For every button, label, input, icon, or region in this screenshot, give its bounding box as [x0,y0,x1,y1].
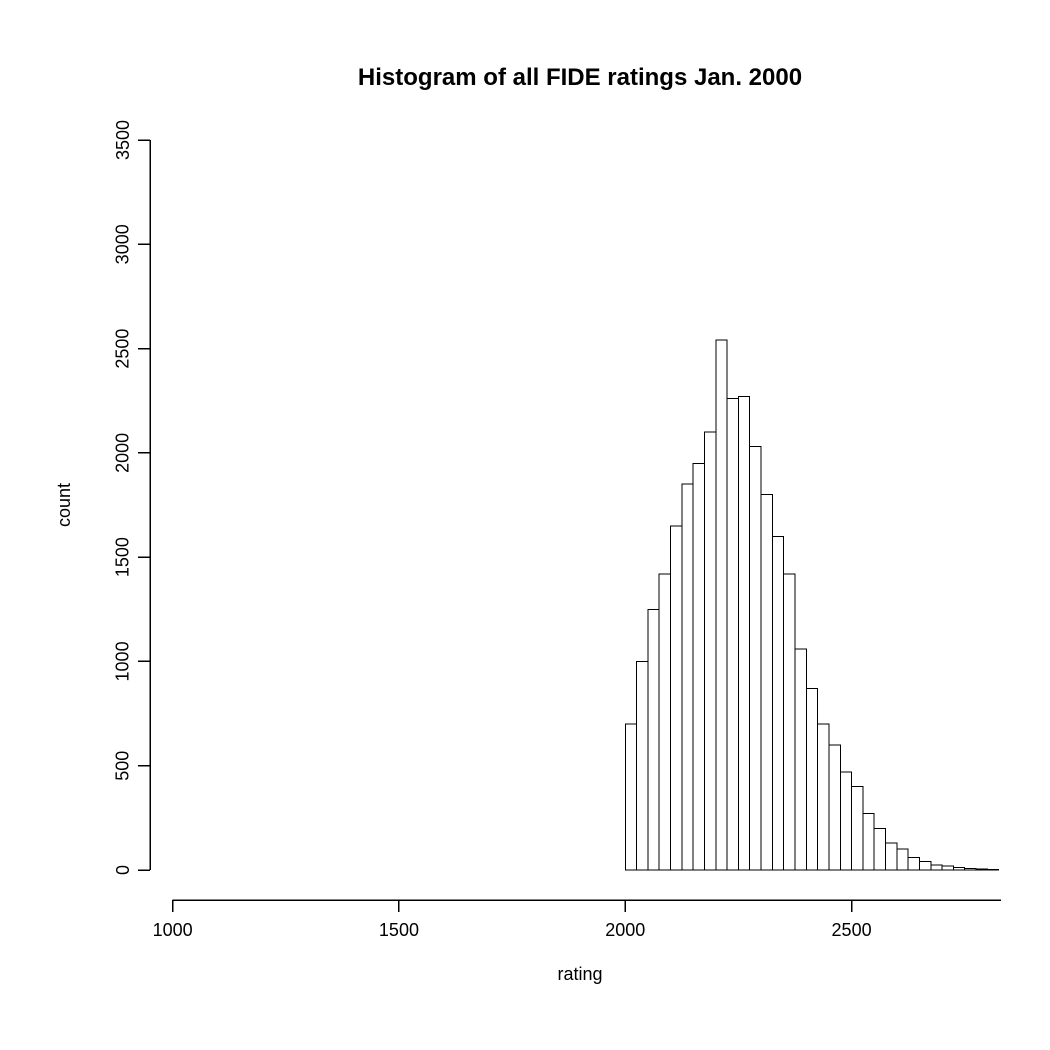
y-tick-label: 1500 [113,537,133,577]
histogram-bar [750,447,761,870]
histogram-bar [829,745,840,870]
x-tick-label: 1000 [153,920,193,940]
histogram-bar [874,828,885,870]
histogram-bar [772,536,783,870]
chart-background [0,0,1050,1050]
histogram-bar [919,862,930,870]
histogram-bar [852,787,863,870]
histogram-bar [716,340,727,870]
histogram-bar [738,397,749,870]
y-tick-label: 3000 [113,224,133,264]
histogram-bar [886,843,897,870]
histogram-bar [784,574,795,870]
histogram-bar [908,857,919,870]
histogram-svg: Histogram of all FIDE ratings Jan. 2000 0… [0,0,1050,1050]
histogram-bar [625,724,636,870]
histogram-bar [795,649,806,870]
histogram-bar [693,463,704,870]
histogram-bar [953,867,964,870]
histogram-bar [682,484,693,870]
x-tick-label: 1500 [379,920,419,940]
histogram-bar [704,432,715,870]
chart-title: Histogram of all FIDE ratings Jan. 2000 [358,64,802,91]
x-tick-label: 2500 [832,920,872,940]
y-tick-label: 0 [113,865,133,875]
x-tick-label: 2000 [605,920,645,940]
histogram-bar [637,661,648,870]
x-axis-label: rating [557,964,602,984]
chart-container: Histogram of all FIDE ratings Jan. 2000 0… [0,0,1050,1050]
histogram-bar [659,574,670,870]
histogram-bar [987,869,998,870]
histogram-bar [727,399,738,870]
y-tick-label: 500 [113,751,133,781]
histogram-bar [897,849,908,870]
histogram-bar [806,689,817,870]
histogram-bar [965,868,976,870]
histogram-bar [671,526,682,870]
histogram-bar [648,609,659,870]
histogram-bar [818,724,829,870]
histogram-bar [761,495,772,870]
histogram-bar [976,869,987,870]
y-tick-label: 2000 [113,433,133,473]
histogram-bar [942,866,953,870]
histogram-bar [840,772,851,870]
y-tick-label: 1000 [113,641,133,681]
y-tick-label: 2500 [113,329,133,369]
histogram-bar [931,865,942,870]
y-tick-label: 3500 [113,120,133,160]
histogram-bar [863,814,874,870]
y-axis-label: count [54,483,74,527]
